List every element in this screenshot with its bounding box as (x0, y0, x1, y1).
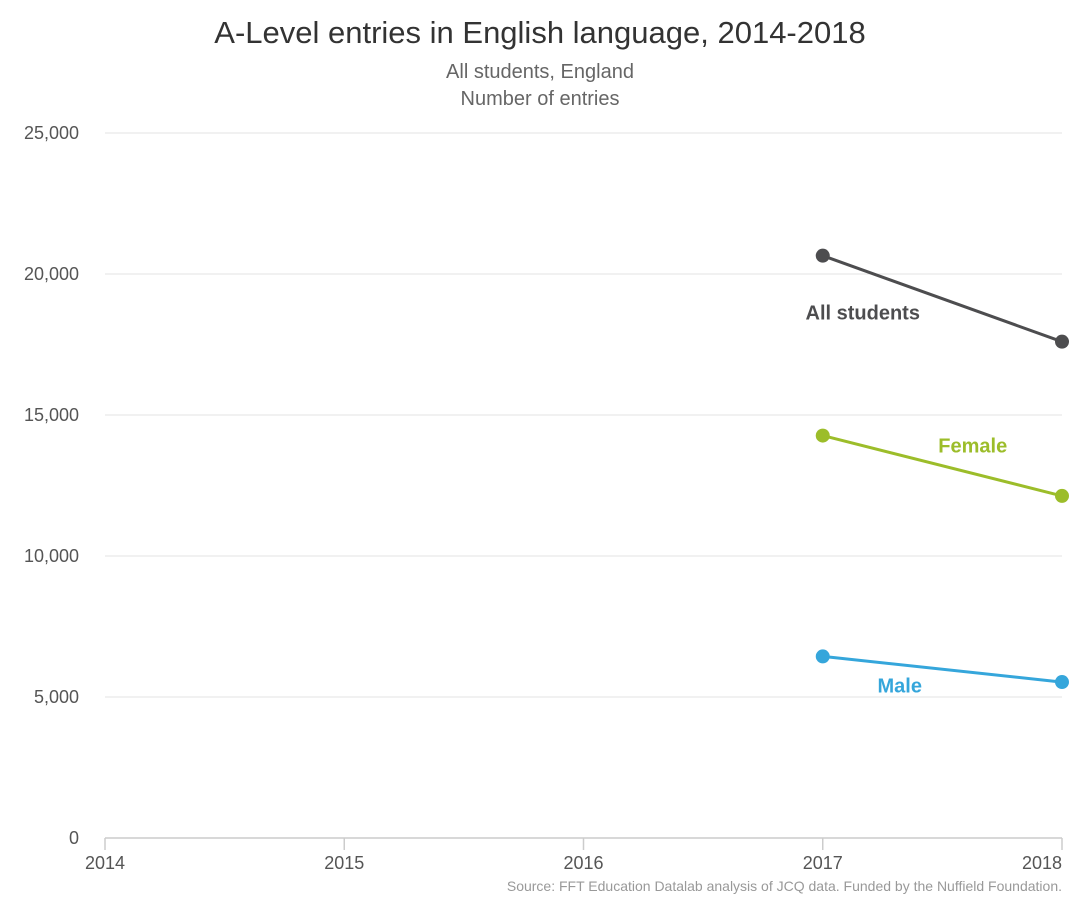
series-lines (815, 248, 1069, 690)
y-tick-label: 5,000 (34, 687, 79, 707)
x-tick-label: 2017 (803, 853, 843, 873)
series-labels: All students Female Male (806, 303, 1008, 698)
data-point (815, 248, 830, 263)
data-point (815, 649, 830, 664)
series-line (821, 434, 1064, 498)
series-label: Male (878, 675, 922, 697)
data-point (1055, 675, 1069, 690)
y-tick-label: 10,000 (24, 546, 79, 566)
chart-title: A-Level entries in English language, 201… (214, 15, 865, 50)
chart-subtitle-line-2: Number of entries (461, 88, 620, 110)
series-label: Female (938, 436, 1007, 458)
x-axis: 2014 2015 2016 2017 2018 (85, 837, 1063, 873)
x-tick-label: 2014 (85, 853, 125, 873)
source-note: Source: FFT Education Datalab analysis o… (507, 878, 1062, 894)
x-tick-label: 2016 (563, 853, 603, 873)
chart-subtitle-line-1: All students, England (446, 61, 634, 83)
y-tick-label: 25,000 (24, 123, 79, 143)
series-line (821, 654, 1064, 684)
y-tick-label: 20,000 (24, 264, 79, 284)
gridlines (105, 132, 1062, 698)
data-point (1055, 488, 1069, 503)
series-line (821, 254, 1064, 344)
data-point (815, 428, 830, 443)
data-point (1055, 334, 1069, 349)
y-tick-label: 0 (69, 828, 79, 848)
x-tick-label: 2018 (1022, 853, 1062, 873)
y-axis: 0 5,000 10,000 15,000 20,000 25,000 (24, 123, 79, 848)
x-tick-label: 2015 (324, 853, 364, 873)
series-label: All students (806, 303, 920, 325)
y-tick-label: 15,000 (24, 405, 79, 425)
